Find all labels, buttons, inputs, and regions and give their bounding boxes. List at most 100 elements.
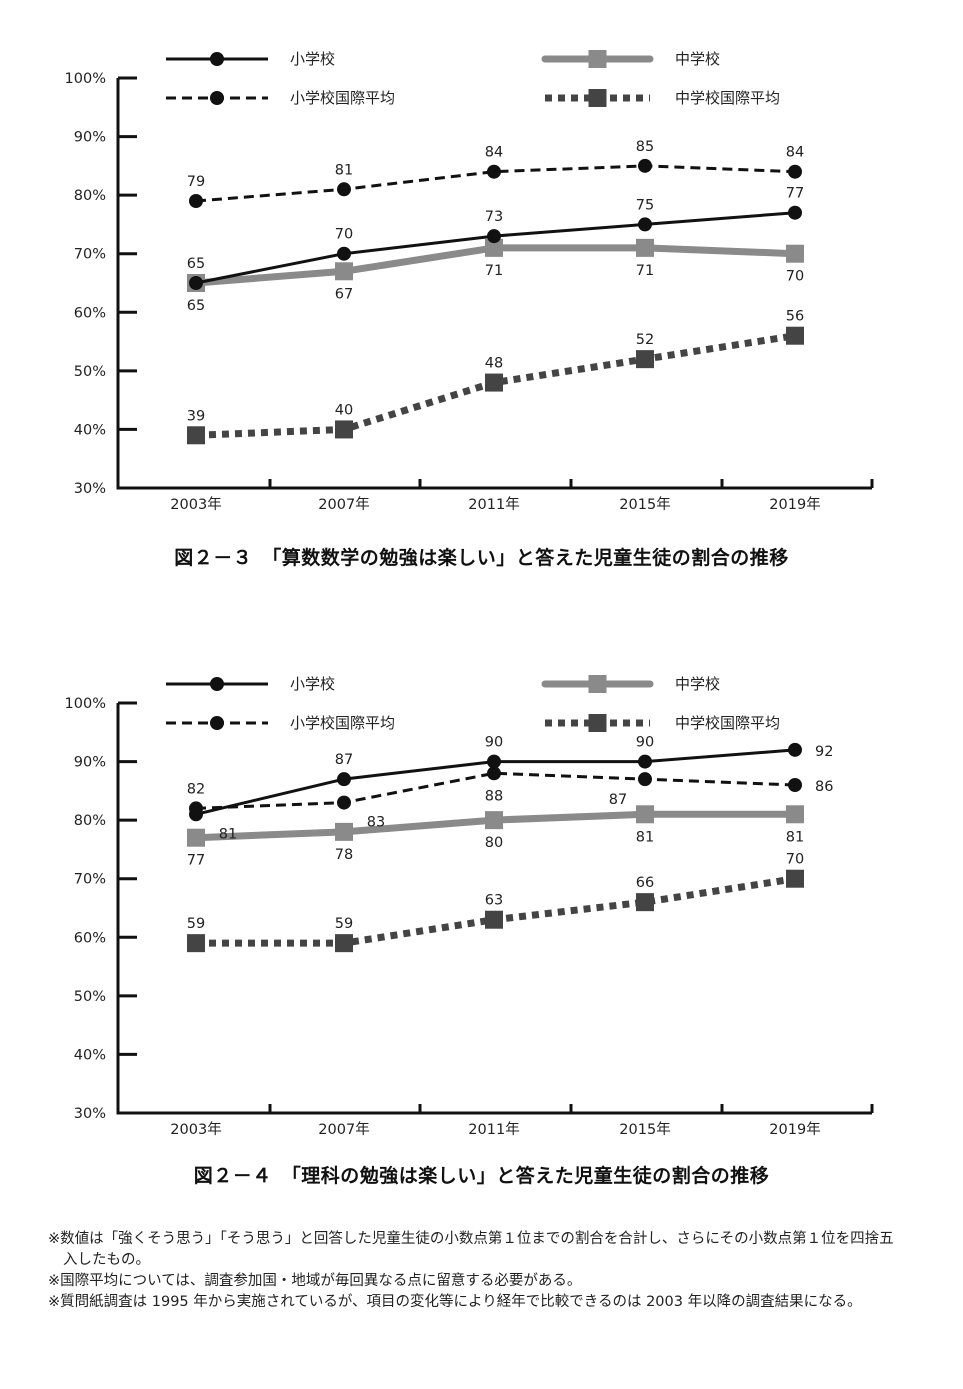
- circle-marker-icon: [487, 766, 501, 781]
- data-label: 67: [335, 286, 353, 302]
- circle-marker-icon: [210, 52, 224, 66]
- legend-label: 中学校国際平均: [675, 714, 780, 732]
- legend-item: 小学校: [166, 675, 335, 693]
- y-tick-label: 100%: [65, 71, 106, 87]
- data-label: 92: [815, 744, 833, 760]
- data-label: 86: [815, 779, 833, 795]
- data-label: 84: [485, 145, 503, 161]
- data-label: 77: [786, 186, 804, 202]
- y-tick-label: 40%: [74, 422, 106, 438]
- legend-label: 小学校国際平均: [290, 714, 395, 732]
- circle-marker-icon: [487, 164, 501, 179]
- series-2: 65 67 71 71 70: [187, 238, 804, 314]
- square-marker-icon: [588, 675, 607, 693]
- circle-marker-icon: [788, 742, 802, 757]
- series-3: 82 83 88 87 86: [187, 766, 833, 831]
- circle-marker-icon: [638, 158, 652, 173]
- footnote-3: ※質問紙調査は 1995 年から実施されているが、項目の変化等により経年で比較で…: [48, 1294, 862, 1310]
- legend-item: 中学校: [541, 50, 720, 68]
- circle-marker-icon: [337, 182, 351, 197]
- x-tick-label: 2019年: [769, 1121, 820, 1138]
- y-tick-label: 60%: [74, 305, 106, 321]
- series-2: 77 78 80 81 81: [187, 805, 804, 869]
- legend-label: 中学校: [675, 675, 720, 693]
- y-tick-label: 50%: [74, 364, 106, 380]
- chart-title-science: 図２－４ 「理科の勉強は楽しい」と答えた児童生徒の割合の推移: [193, 1165, 770, 1187]
- y-tick-label: 80%: [74, 188, 106, 204]
- data-label: 59: [187, 916, 205, 932]
- legend-item: 小学校国際平均: [166, 714, 395, 732]
- y-tick-label: 60%: [74, 930, 106, 946]
- chart-title-math: 図２－３ 「算数数学の勉強は楽しい」と答えた児童生徒の割合の推移: [174, 547, 789, 569]
- data-label: 90: [485, 735, 503, 751]
- square-marker-icon: [636, 350, 654, 369]
- square-marker-icon: [187, 934, 205, 953]
- legend-label: 小学校国際平均: [290, 89, 395, 107]
- x-tick-label: 2019年: [769, 496, 820, 513]
- circle-marker-icon: [337, 772, 351, 787]
- x-tick-label: 2011年: [468, 1121, 519, 1138]
- data-label: 65: [187, 298, 205, 314]
- x-tick-label: 2003年: [170, 1121, 221, 1138]
- square-marker-icon: [588, 50, 607, 68]
- x-tick-label: 2007年: [318, 1121, 369, 1138]
- data-label: 66: [636, 875, 654, 891]
- circle-marker-icon: [189, 276, 203, 290]
- data-label: 65: [187, 256, 205, 272]
- x-tick-label: 2007年: [318, 496, 369, 513]
- y-tick-label: 70%: [74, 247, 106, 263]
- circle-marker-icon: [638, 772, 652, 787]
- data-label: 79: [187, 174, 205, 190]
- square-marker-icon: [786, 805, 804, 824]
- data-label: 81: [786, 829, 804, 845]
- circle-marker-icon: [638, 754, 652, 769]
- x-tick-label: 2015年: [619, 1121, 670, 1138]
- data-label: 85: [636, 139, 654, 155]
- circle-marker-icon: [337, 795, 351, 810]
- square-marker-icon: [335, 262, 353, 281]
- data-label: 70: [786, 852, 804, 868]
- square-marker-icon: [636, 238, 654, 257]
- circle-marker-icon: [487, 229, 501, 244]
- data-label: 90: [636, 735, 654, 751]
- square-marker-icon: [636, 805, 654, 824]
- data-label: 88: [485, 788, 503, 804]
- axes: 100% 90% 80% 70% 60% 50% 40% 30% 2003年 2007年 2011年…: [65, 696, 874, 1138]
- data-label: 87: [335, 752, 353, 768]
- data-label: 40: [335, 402, 353, 418]
- square-marker-icon: [485, 811, 503, 830]
- legend-item: 小学校: [166, 50, 335, 68]
- circle-marker-icon: [788, 778, 802, 792]
- legend-item: 中学校国際平均: [545, 89, 780, 107]
- y-tick-label: 80%: [74, 813, 106, 829]
- legend-item: 中学校国際平均: [545, 714, 780, 732]
- square-marker-icon: [786, 869, 804, 888]
- data-label: 48: [485, 356, 503, 372]
- legend-label: 小学校: [290, 675, 335, 693]
- y-tick-label: 30%: [74, 1106, 106, 1122]
- data-label: 75: [636, 197, 654, 213]
- square-marker-icon: [335, 420, 353, 439]
- legend-label: 小学校: [290, 50, 335, 68]
- square-marker-icon: [485, 910, 503, 929]
- circle-marker-icon: [638, 217, 652, 232]
- square-marker-icon: [485, 373, 503, 392]
- y-tick-label: 70%: [74, 872, 106, 888]
- circle-marker-icon: [487, 754, 501, 769]
- data-label: 77: [187, 853, 205, 869]
- circle-marker-icon: [788, 164, 802, 179]
- x-tick-label: 2003年: [170, 496, 221, 513]
- circle-marker-icon: [210, 677, 224, 691]
- y-tick-label: 40%: [74, 1047, 106, 1063]
- y-tick-label: 30%: [74, 481, 106, 497]
- data-label: 82: [187, 781, 205, 797]
- data-label: 87: [609, 792, 627, 808]
- data-label: 71: [485, 263, 503, 279]
- legend-label: 中学校国際平均: [675, 89, 780, 107]
- data-label: 83: [367, 815, 385, 831]
- data-label: 52: [636, 332, 654, 348]
- square-marker-icon: [335, 822, 353, 841]
- series-line: [195, 164, 796, 203]
- y-tick-label: 50%: [74, 989, 106, 1005]
